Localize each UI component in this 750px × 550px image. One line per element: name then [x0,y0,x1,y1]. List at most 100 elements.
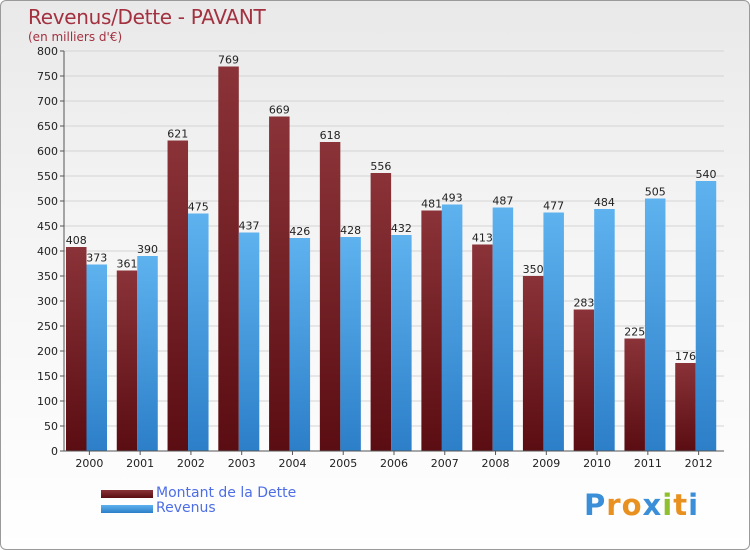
legend-label-debt: Montant de la Dette [156,485,297,501]
x-tick-label: 2009 [532,457,560,470]
chart-title: Revenus/Dette - PAVANT [28,5,266,29]
data-label-debt: 556 [370,160,391,173]
y-tick-label: 500 [37,195,58,208]
logo-letter: r [606,488,622,522]
legend-label-revenue: Revenus [156,500,216,516]
y-tick-label: 150 [37,370,58,383]
logo-letter: P [584,488,607,522]
y-tick-label: 750 [37,70,58,83]
bar-revenue [644,198,666,451]
x-tick-label: 2002 [177,457,205,470]
logo-letter: o [621,488,643,522]
bar-revenue [340,237,361,451]
x-tick-label: 2006 [380,457,408,470]
x-tick-label: 2003 [228,457,256,470]
y-tick-label: 600 [37,145,58,158]
bar-debt [167,140,189,451]
y-tick-label: 350 [37,270,58,283]
logo-letter: i [662,488,674,522]
data-label-revenue: 493 [442,192,463,205]
y-tick-label: 300 [37,295,58,308]
legend-swatch-revenue [101,505,153,513]
data-label-revenue: 432 [391,222,412,235]
data-label-debt: 225 [624,326,645,339]
data-label-revenue: 373 [86,252,107,265]
bar-debt [370,173,392,451]
bar-revenue [289,238,311,451]
logo-letter: i [688,488,700,522]
bar-revenue [441,204,463,451]
bar-debt [472,244,493,451]
bar-debt [116,270,138,451]
axes: 0 50 100 150 200 250 300 350 400 450 500 550 600 650 7… [37,45,724,470]
bar-revenue [188,213,209,451]
logo-letter: x [642,488,663,522]
legend-swatch-debt [101,490,153,498]
y-tick-label: 450 [37,220,58,233]
bar-debt [624,338,645,451]
data-label-debt: 669 [269,104,290,117]
data-label-debt: 413 [472,232,493,245]
x-tick-label: 2007 [431,457,459,470]
logo-letter: t [673,488,689,522]
bar-debt [66,247,87,451]
bar-debt [675,363,696,451]
bar-debt [269,116,290,451]
x-tick-label: 2010 [583,457,611,470]
bar-revenue [543,212,564,451]
x-tick-label: 2001 [126,457,154,470]
bar-debt [573,309,595,451]
bar-debt [218,66,239,451]
data-label-debt: 769 [218,54,239,67]
data-label-revenue: 475 [188,201,209,214]
bar-revenue [391,235,412,451]
bar-revenue [695,181,717,451]
chart-subtitle: (en milliers d'€) [28,30,123,44]
x-tick-label: 2004 [278,457,306,470]
data-label-revenue: 426 [289,225,310,238]
x-tick-label: 2012 [685,457,713,470]
data-label-debt: 621 [167,128,188,141]
x-tick-label: 2008 [482,457,510,470]
bars [66,66,717,451]
data-label-debt: 176 [675,350,696,363]
data-label-revenue: 437 [239,220,260,233]
data-label-debt: 283 [573,297,594,310]
bar-debt [421,210,442,451]
y-tick-label: 550 [37,170,58,183]
y-tick-label: 100 [37,395,58,408]
data-label-debt: 618 [320,129,341,142]
y-tick-label: 50 [44,420,58,433]
data-labels: 408 373 361 390 621 475 769 437 669 426 618 428 556 4… [66,54,717,364]
data-label-debt: 361 [117,258,138,271]
bar-debt [319,142,341,451]
y-tick-label: 650 [37,120,58,133]
bar-revenue [492,207,514,451]
x-tick-label: 2000 [75,457,103,470]
y-tick-label: 700 [37,95,58,108]
bar-revenue [137,256,158,451]
y-tick-label: 250 [37,320,58,333]
data-label-revenue: 428 [340,224,361,237]
bar-revenue [594,209,615,451]
y-tick-label: 400 [37,245,58,258]
data-label-revenue: 540 [695,168,716,181]
x-tick-label: 2005 [329,457,357,470]
data-label-revenue: 477 [543,200,564,213]
bar-revenue [86,264,107,451]
data-label-revenue: 390 [137,243,158,256]
data-label-revenue: 487 [492,195,513,208]
data-label-revenue: 505 [645,186,666,199]
y-tick-label: 200 [37,345,58,358]
proxiti-logo: Proxiti [584,488,699,522]
data-label-debt: 408 [66,234,87,247]
data-label-debt: 481 [421,198,442,211]
x-tick-label: 2011 [634,457,662,470]
bar-debt [522,276,544,451]
bar-revenue [238,232,260,451]
y-tick-label: 800 [37,45,58,58]
data-label-revenue: 484 [594,196,615,209]
data-label-debt: 350 [523,263,544,276]
